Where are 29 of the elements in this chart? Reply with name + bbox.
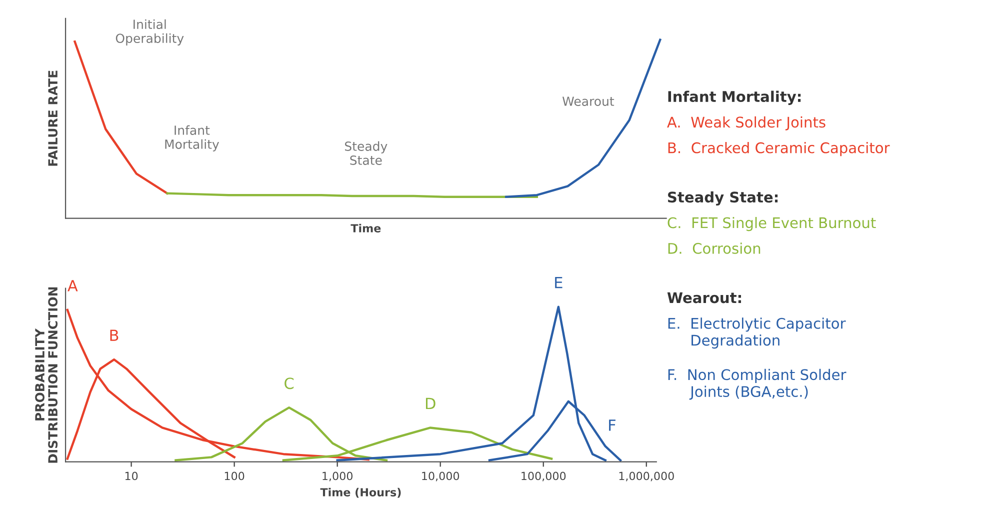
y-axis-title: PROBABILITY DISTRIBUTION FUNCTION <box>35 287 58 463</box>
annotation: Steady State <box>344 141 388 165</box>
text: Wearout: <box>667 292 742 304</box>
text: A. Weak Solder Joints <box>667 116 826 130</box>
text: B. Cracked Ceramic Capacitor <box>668 142 890 156</box>
x-axis-title: Time <box>350 224 381 232</box>
series-label: B <box>110 330 118 341</box>
x-tick-label: 1,000,000 <box>619 472 674 482</box>
x-tick-label: 100,000 <box>522 472 566 482</box>
text: Infant Mortality: <box>668 90 801 105</box>
text: Steady State: <box>668 191 778 206</box>
text: F. Non Compliant Solder Joints (BGA,etc.) <box>668 368 846 400</box>
x-tick-label: 1,000 <box>322 472 352 482</box>
text: D. Corrosion <box>668 242 760 254</box>
series-label: E <box>555 277 562 288</box>
text: C. FET Single Event Burnout <box>668 216 876 232</box>
x-tick-label: 10 <box>125 472 138 480</box>
y-axis-title: FAILURE RATE <box>48 70 58 166</box>
x-tick-label: 10,000 <box>422 472 460 482</box>
x-axis-title: Time (Hours) <box>320 488 401 498</box>
series-label: C <box>284 378 294 390</box>
series-label: F <box>609 420 616 431</box>
text: E. Electrolytic Capacitor Degradation <box>668 318 846 349</box>
annotation: Initial Operability <box>116 19 184 46</box>
annotation: Wearout <box>562 96 614 106</box>
series-label: A <box>68 280 78 292</box>
annotation: Infant Mortality <box>165 125 220 152</box>
x-tick-label: 100 <box>224 472 244 480</box>
series-label: D <box>426 398 436 410</box>
